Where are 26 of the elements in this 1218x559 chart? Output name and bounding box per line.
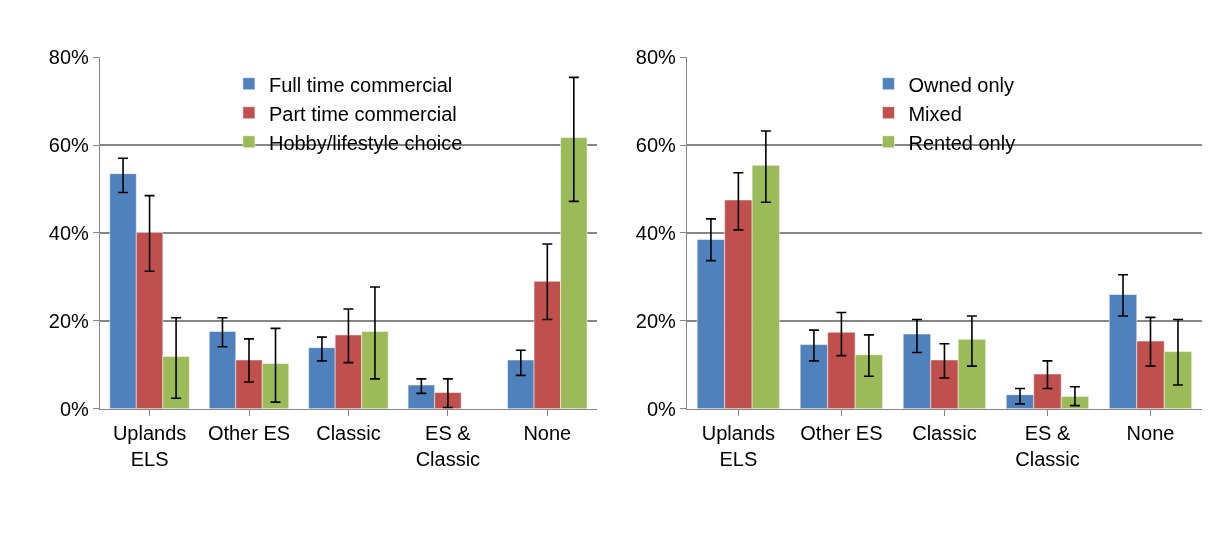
y-tick-label: 40%: [635, 221, 677, 244]
legend-label: Full time commercial: [268, 73, 453, 96]
y-tick-label: 60%: [635, 134, 677, 157]
x-tick-label: ES & Classic: [1015, 421, 1080, 470]
x-tick-label: None: [523, 421, 572, 444]
x-tick-label: Uplands ELS: [701, 421, 776, 470]
x-tick-label: Classic: [316, 421, 381, 444]
y-tick-label: 0%: [59, 397, 90, 420]
x-tick-label: ES & Classic: [415, 421, 481, 470]
x-tick-label: Uplands ELS: [112, 421, 187, 470]
y-tick-label: 20%: [635, 309, 677, 332]
y-tick-label: 60%: [48, 134, 90, 157]
y-tick-label: 20%: [48, 309, 90, 332]
legend-label: Rented only: [908, 131, 1016, 154]
legend-label: Owned only: [908, 73, 1015, 96]
x-tick-label: Other ES: [207, 421, 291, 444]
x-tick-label: Classic: [912, 421, 977, 444]
y-tick-label: 80%: [635, 46, 677, 69]
y-tick-label: 80%: [48, 46, 90, 69]
legend-label: Hobby/lifestyle choice: [268, 131, 463, 154]
x-tick-label: Other ES: [800, 421, 883, 444]
x-tick-label: None: [1126, 421, 1175, 444]
legend-label: Mixed: [908, 102, 962, 125]
y-tick-label: 0%: [646, 397, 677, 420]
y-tick-label: 40%: [48, 221, 90, 244]
legend-label: Part time commercial: [268, 102, 457, 125]
